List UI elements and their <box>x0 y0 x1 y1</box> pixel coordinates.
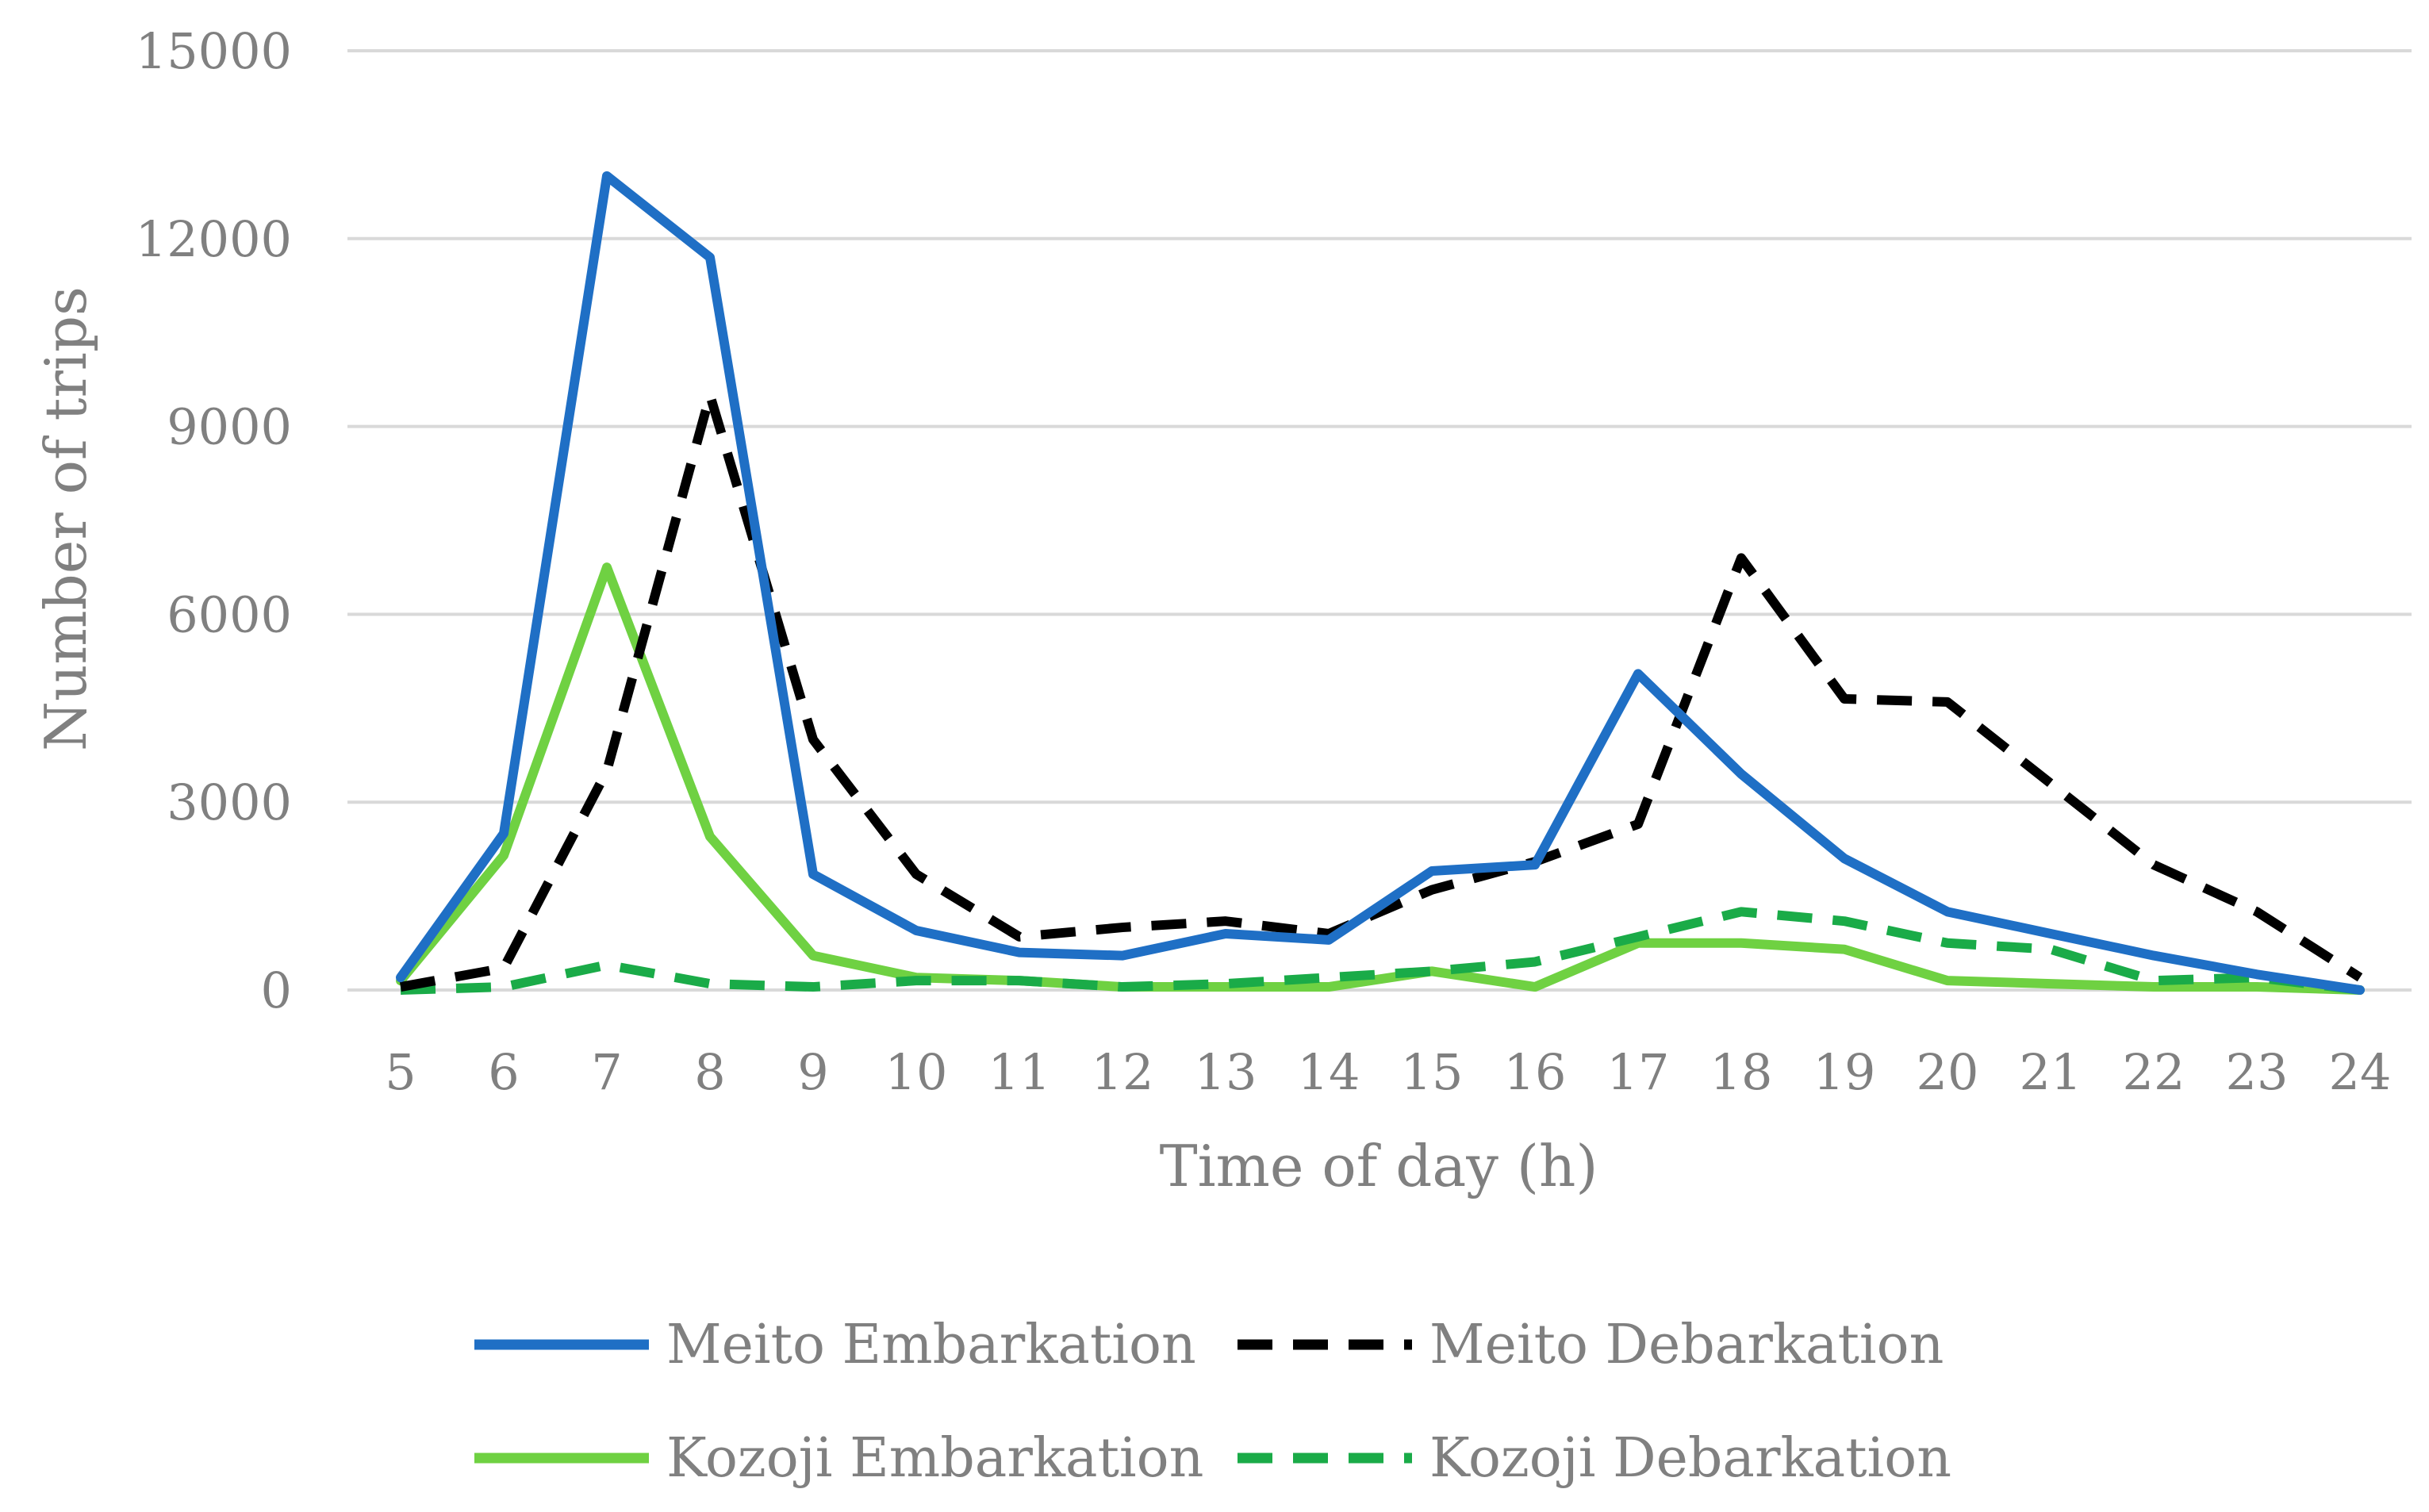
legend-label-kozoji-embarkation: Kozoji Embarkation <box>666 1427 1203 1490</box>
y-tick-label: 12000 <box>136 210 292 268</box>
x-tick-label: 8 <box>694 1043 725 1101</box>
x-axis-ticks: 5 6 7 8 9 10 11 12 13 14 15 16 17 18 19 20 21 22 23 24 <box>385 1043 2391 1101</box>
series-line-meito-debarkation <box>399 390 2363 992</box>
x-tick-label: 15 <box>1401 1043 1464 1101</box>
gridlines <box>347 49 2412 992</box>
x-axis-title: Time of day (h) <box>1160 1133 1598 1199</box>
y-tick-label: 15000 <box>136 22 292 80</box>
x-tick-label: 24 <box>2329 1043 2392 1101</box>
x-tick-label: 9 <box>797 1043 828 1101</box>
x-tick-label: 18 <box>1710 1043 1773 1101</box>
x-tick-label: 17 <box>1607 1043 1670 1101</box>
x-tick-label: 20 <box>1917 1043 1979 1101</box>
x-tick-label: 22 <box>2123 1043 2185 1101</box>
legend: Meito Embarkation Meito Debarkation Kozoji… <box>474 1314 1951 1490</box>
x-tick-label: 6 <box>488 1043 519 1101</box>
legend-label-meito-debarkation: Meito Debarkation <box>1429 1314 1944 1376</box>
x-tick-label: 13 <box>1195 1043 1257 1101</box>
y-tick-label: 3000 <box>167 773 292 831</box>
series-line-kozoji-embarkation <box>396 562 2365 995</box>
x-tick-label: 16 <box>1504 1043 1567 1101</box>
x-tick-label: 11 <box>988 1043 1051 1101</box>
x-tick-label: 12 <box>1092 1043 1154 1101</box>
x-tick-label: 19 <box>1813 1043 1876 1101</box>
x-tick-label: 14 <box>1298 1043 1360 1101</box>
y-axis-title: Number of trips <box>33 286 99 751</box>
y-tick-label: 0 <box>261 961 292 1019</box>
y-axis-ticks: 0 3000 6000 9000 12000 15000 <box>136 22 292 1019</box>
x-tick-label: 5 <box>385 1043 416 1101</box>
x-tick-label: 10 <box>885 1043 948 1101</box>
series-line-meito-embarkation <box>396 171 2365 995</box>
y-tick-label: 6000 <box>167 585 292 643</box>
x-tick-label: 7 <box>591 1043 622 1101</box>
legend-label-kozoji-debarkation: Kozoji Debarkation <box>1429 1427 1951 1490</box>
x-tick-label: 21 <box>2020 1043 2082 1101</box>
y-tick-label: 9000 <box>167 398 292 456</box>
legend-label-meito-embarkation: Meito Embarkation <box>666 1314 1196 1376</box>
series-lines <box>396 171 2365 995</box>
x-tick-label: 23 <box>2226 1043 2289 1101</box>
